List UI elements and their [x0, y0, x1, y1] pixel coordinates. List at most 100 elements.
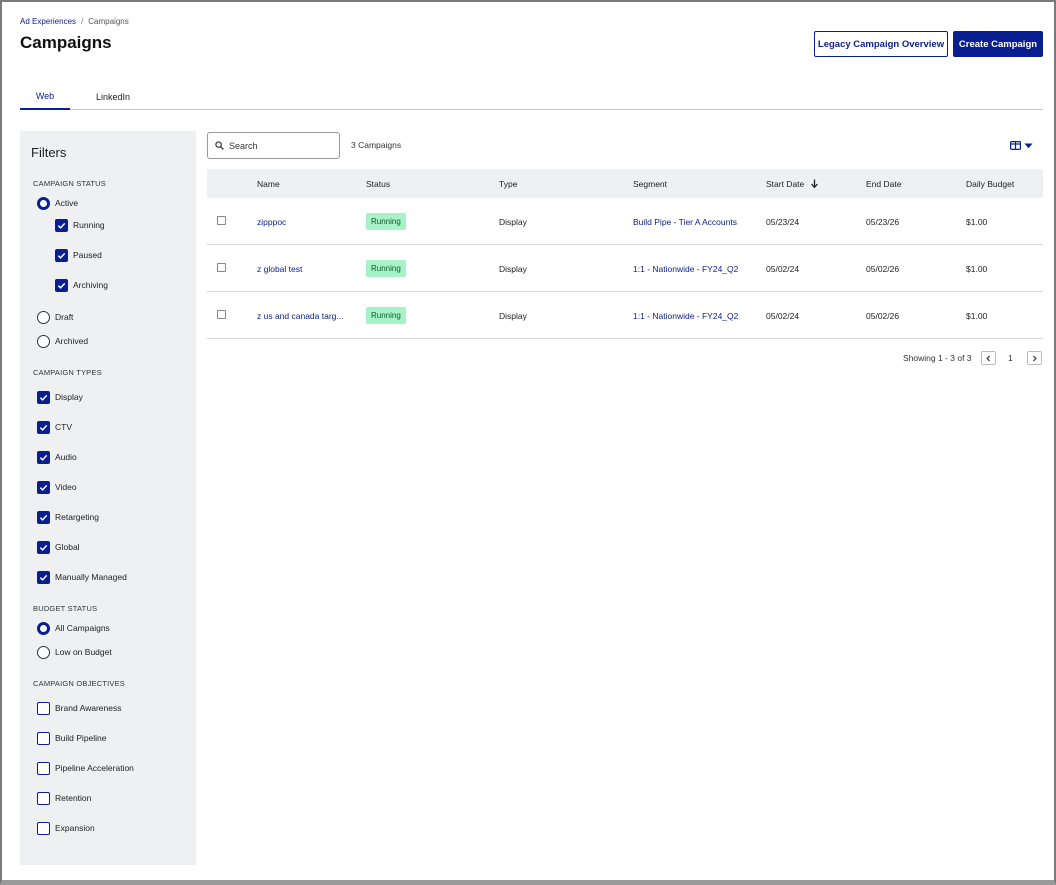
- check-icon[interactable]: [37, 480, 50, 494]
- status-cell: Running: [366, 245, 406, 292]
- row-checkbox[interactable]: [217, 216, 226, 225]
- pagination-summary: Showing 1 - 3 of 3: [903, 353, 972, 363]
- campaign-name-link[interactable]: z global test: [257, 263, 303, 274]
- tab-web[interactable]: Web: [20, 83, 70, 110]
- filter-label: Active: [55, 198, 79, 208]
- check-icon[interactable]: [55, 218, 68, 232]
- breadcrumb-link-ad-experiences[interactable]: Ad Experiences: [20, 17, 77, 26]
- filter-type-ctv[interactable]: CTV: [37, 420, 72, 434]
- type-cell: Display: [499, 216, 527, 227]
- filter-label: Retargeting: [55, 512, 99, 522]
- campaign-name-link[interactable]: zipppoc: [257, 216, 287, 227]
- column-header-status[interactable]: Status: [366, 178, 391, 189]
- campaign-objectives-title: CAMPAIGN OBJECTIVES: [33, 679, 126, 688]
- filter-objective-retention[interactable]: Retention: [37, 791, 91, 805]
- filter-label: All Campaigns: [55, 623, 110, 633]
- daily-budget-cell: $1.00: [966, 310, 988, 321]
- radio-icon[interactable]: [37, 310, 50, 324]
- check-icon[interactable]: [37, 390, 50, 404]
- status-badge: Running: [366, 307, 406, 324]
- column-header-segment[interactable]: Segment: [633, 178, 668, 189]
- filter-label: Expansion: [55, 823, 95, 833]
- next-page-button[interactable]: [1027, 351, 1042, 365]
- filter-status-running[interactable]: Running: [55, 218, 105, 232]
- check-icon[interactable]: [37, 450, 50, 464]
- chevron-left-icon: [986, 355, 990, 361]
- radio-selected-icon[interactable]: [37, 621, 50, 635]
- column-settings-button[interactable]: [1010, 139, 1038, 152]
- filter-label: Brand Awareness: [55, 703, 122, 713]
- column-header-type[interactable]: Type: [499, 178, 518, 189]
- campaign-name-link[interactable]: z us and canada targ...: [257, 310, 344, 321]
- previous-page-button[interactable]: [981, 351, 996, 365]
- search-box[interactable]: [207, 132, 340, 159]
- column-header-name[interactable]: Name: [257, 178, 280, 189]
- filter-status-paused[interactable]: Paused: [55, 248, 102, 262]
- filter-status-active[interactable]: Active: [37, 196, 78, 210]
- filter-type-global[interactable]: Global: [37, 540, 80, 554]
- segment-link[interactable]: 1:1 - Nationwide - FY24_Q2: [633, 263, 739, 274]
- filter-type-retargeting[interactable]: Retargeting: [37, 510, 99, 524]
- filter-type-display[interactable]: Display: [37, 390, 83, 404]
- radio-icon[interactable]: [37, 645, 50, 659]
- filter-budget-all[interactable]: All Campaigns: [37, 621, 110, 635]
- filter-type-audio[interactable]: Audio: [37, 450, 77, 464]
- filter-label: Archiving: [73, 280, 108, 290]
- tab-linkedin[interactable]: LinkedIn: [95, 91, 131, 102]
- checkbox-icon[interactable]: [37, 701, 50, 715]
- create-campaign-button[interactable]: Create Campaign: [953, 31, 1043, 57]
- legacy-campaign-overview-button[interactable]: Legacy Campaign Overview: [814, 31, 948, 57]
- status-cell: Running: [366, 198, 406, 245]
- check-icon[interactable]: [37, 570, 50, 584]
- filter-label: Archived: [55, 336, 89, 346]
- segment-link[interactable]: 1:1 - Nationwide - FY24_Q2: [633, 310, 739, 321]
- checkbox-icon[interactable]: [37, 821, 50, 835]
- campaign-status-title: CAMPAIGN STATUS: [33, 179, 107, 188]
- search-input[interactable]: [229, 140, 329, 151]
- radio-selected-icon[interactable]: [37, 196, 50, 210]
- filter-budget-low[interactable]: Low on Budget: [37, 645, 112, 659]
- column-header-start-date[interactable]: Start Date: [766, 169, 819, 198]
- filter-status-draft[interactable]: Draft: [37, 310, 73, 324]
- filter-objective-expansion[interactable]: Expansion: [37, 821, 95, 835]
- breadcrumb-current: Campaigns: [88, 17, 129, 26]
- arrow-down-icon: [811, 179, 819, 188]
- row-checkbox[interactable]: [217, 263, 226, 272]
- check-icon[interactable]: [55, 248, 68, 262]
- segment-link[interactable]: Build Pipe - Tier A Accounts: [633, 216, 737, 227]
- tab-bar: Web LinkedIn: [20, 83, 1043, 110]
- table-row: z global test Running Display 1:1 - Nati…: [207, 245, 1043, 292]
- radio-icon[interactable]: [37, 334, 50, 348]
- check-icon[interactable]: [37, 540, 50, 554]
- current-page-number[interactable]: 1: [1008, 353, 1013, 363]
- check-icon[interactable]: [37, 420, 50, 434]
- row-checkbox[interactable]: [217, 310, 226, 319]
- filters-panel: Filters CAMPAIGN STATUS Active Running P…: [20, 131, 196, 865]
- filter-objective-pipeline-acceleration[interactable]: Pipeline Acceleration: [37, 761, 134, 775]
- campaign-types-title: CAMPAIGN TYPES: [33, 368, 102, 377]
- checkbox-icon[interactable]: [37, 791, 50, 805]
- filter-objective-build-pipeline[interactable]: Build Pipeline: [37, 731, 107, 745]
- filter-status-archived[interactable]: Archived: [37, 334, 88, 348]
- check-icon[interactable]: [37, 510, 50, 524]
- filter-type-manually-managed[interactable]: Manually Managed: [37, 570, 127, 584]
- table-row: z us and canada targ... Running Display …: [207, 292, 1043, 339]
- daily-budget-cell: $1.00: [966, 216, 988, 227]
- checkbox-icon[interactable]: [37, 731, 50, 745]
- column-header-end-date[interactable]: End Date: [866, 178, 902, 189]
- filter-objective-brand-awareness[interactable]: Brand Awareness: [37, 701, 121, 715]
- filter-type-video[interactable]: Video: [37, 480, 77, 494]
- filter-label: CTV: [55, 422, 72, 432]
- checkbox-icon[interactable]: [37, 761, 50, 775]
- filter-label: Display: [55, 392, 83, 402]
- check-icon[interactable]: [55, 278, 68, 292]
- budget-status-title: BUDGET STATUS: [33, 604, 98, 613]
- filter-label: Low on Budget: [55, 647, 112, 657]
- chevron-right-icon: [1033, 355, 1037, 361]
- end-date-cell: 05/02/26: [866, 310, 900, 321]
- end-date-cell: 05/02/26: [866, 263, 900, 274]
- type-cell: Display: [499, 310, 527, 321]
- filter-status-archiving[interactable]: Archiving: [55, 278, 108, 292]
- column-header-label: Start Date: [766, 178, 805, 189]
- column-header-daily-budget[interactable]: Daily Budget: [966, 178, 1015, 189]
